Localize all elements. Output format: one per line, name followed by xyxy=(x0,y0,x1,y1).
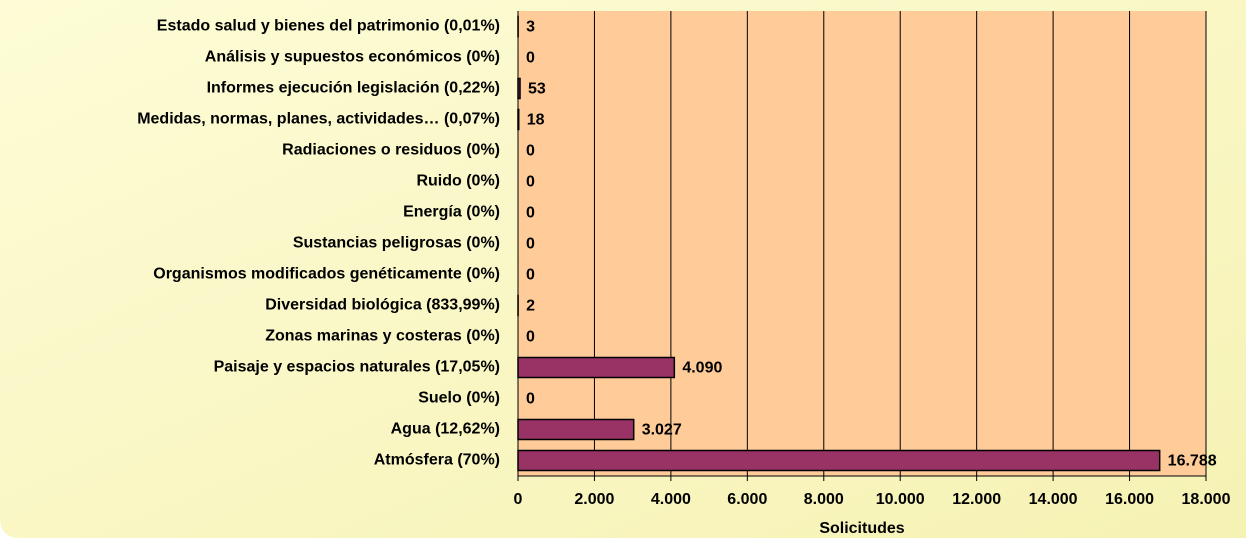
x-tick-label: 0 xyxy=(514,491,523,508)
value-label: 0 xyxy=(526,267,535,284)
x-tick-label: 2.000 xyxy=(574,491,614,508)
value-label: 0 xyxy=(526,205,535,222)
y-tick-label: Atmósfera (70%) xyxy=(374,452,500,469)
y-tick-label: Energía (0%) xyxy=(403,204,500,221)
value-label: 2 xyxy=(526,298,535,315)
x-tick-label: 6.000 xyxy=(727,491,767,508)
value-label: 3.027 xyxy=(642,422,682,439)
bar xyxy=(517,449,1161,472)
value-label: 4.090 xyxy=(682,360,722,377)
value-label: 53 xyxy=(528,81,546,98)
y-tick-label: Suelo (0%) xyxy=(418,390,500,407)
plot-area xyxy=(518,11,1206,476)
y-tick-label: Informes ejecución legislación (0,22%) xyxy=(207,80,500,97)
y-tick-label: Sustancias peligrosas (0%) xyxy=(293,235,500,252)
x-tick-label: 12.000 xyxy=(952,491,1001,508)
value-label: 0 xyxy=(526,391,535,408)
value-label: 18 xyxy=(527,112,545,129)
value-label: 3 xyxy=(526,19,535,36)
y-tick-label: Medidas, normas, planes, actividades… (0… xyxy=(137,111,500,128)
bar xyxy=(517,418,635,441)
value-label: 0 xyxy=(526,174,535,191)
y-tick-label: Agua (12,62%) xyxy=(391,421,500,438)
y-tick-label: Análisis y supuestos económicos (0%) xyxy=(205,49,500,66)
y-tick-label: Diversidad biológica (833,99%) xyxy=(265,297,500,314)
y-tick-label: Organismos modificados genéticamente (0%… xyxy=(153,266,500,283)
y-tick-label: Radiaciones o residuos (0%) xyxy=(282,142,500,159)
x-tick-label: 14.000 xyxy=(1029,491,1078,508)
x-tick-label: 16.000 xyxy=(1105,491,1154,508)
bar xyxy=(517,356,676,379)
y-tick-label: Ruido (0%) xyxy=(416,173,500,190)
x-axis-title: Solicitudes xyxy=(819,520,904,537)
value-label: 0 xyxy=(526,329,535,346)
x-tick-label: 4.000 xyxy=(651,491,691,508)
x-tick-label: 10.000 xyxy=(876,491,925,508)
y-tick-label: Zonas marinas y costeras (0%) xyxy=(265,328,500,345)
x-tick-label: 8.000 xyxy=(804,491,844,508)
y-tick-label: Estado salud y bienes del patrimonio (0,… xyxy=(157,18,500,35)
value-label: 0 xyxy=(526,143,535,160)
value-label: 0 xyxy=(526,236,535,253)
x-tick-label: 18.000 xyxy=(1182,491,1231,508)
value-label: 0 xyxy=(526,50,535,67)
value-label: 16.788 xyxy=(1168,453,1217,470)
y-tick-label: Paisaje y espacios naturales (17,05%) xyxy=(214,359,500,376)
